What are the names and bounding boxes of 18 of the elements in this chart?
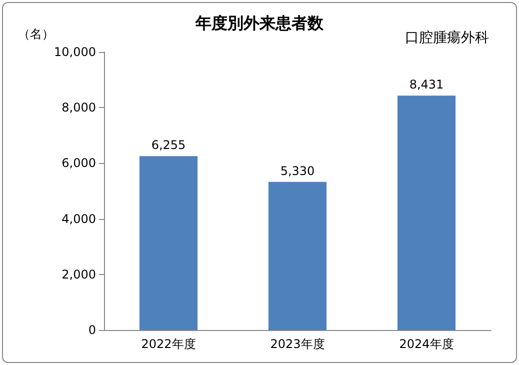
y-tick-label: 2,000 bbox=[62, 267, 96, 282]
data-label: 6,255 bbox=[151, 138, 186, 152]
chart-title: 年度別外来患者数 bbox=[194, 14, 324, 32]
y-tick-label: 4,000 bbox=[62, 212, 96, 226]
bar bbox=[268, 182, 327, 330]
y-axis-title: （名） bbox=[18, 27, 54, 41]
y-tick-label: 0 bbox=[88, 323, 96, 337]
text: 口腔腫瘍外科 bbox=[405, 30, 489, 46]
y-tick-label: 6,000 bbox=[62, 156, 96, 170]
y-tick-label: 8,000 bbox=[62, 100, 96, 115]
y-tick-label: 10,000 bbox=[54, 45, 96, 59]
x-tick-label: 2024年度 bbox=[399, 337, 454, 351]
bar bbox=[397, 96, 456, 330]
data-label: 5,330 bbox=[280, 164, 315, 178]
x-tick-label: 2023年度 bbox=[270, 337, 325, 351]
x-tick-label: 2022年度 bbox=[141, 337, 196, 351]
data-label: 8,431 bbox=[409, 78, 444, 92]
bar bbox=[139, 156, 198, 330]
